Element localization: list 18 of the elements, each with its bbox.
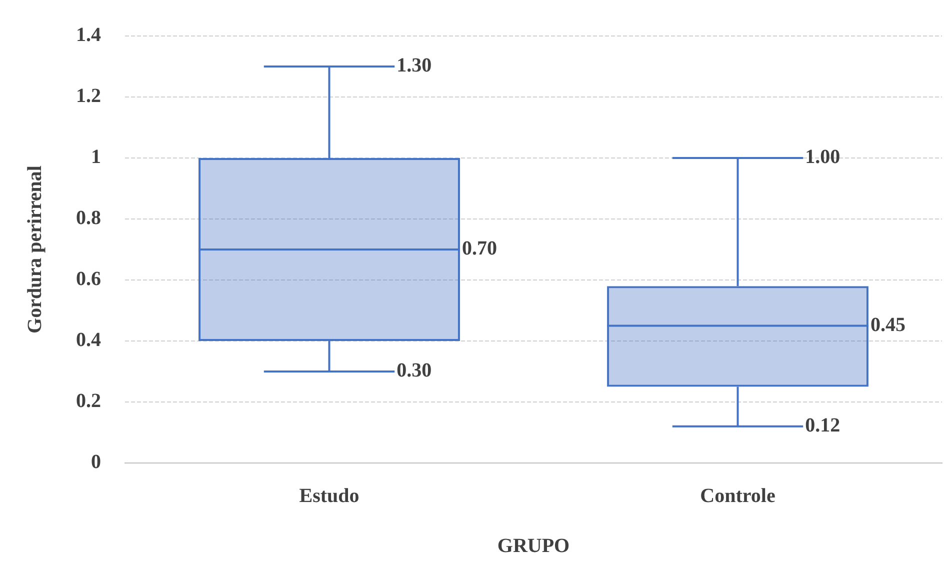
y-axis-title: Gordura perirrenal [24, 165, 46, 334]
y-tick-label: 0.6 [76, 268, 101, 290]
annotation: 1.00 [805, 146, 840, 168]
x-axis-title: GRUPO [497, 535, 570, 558]
annotation: 1.30 [396, 54, 432, 77]
y-tick-label: 0.2 [76, 390, 101, 412]
y-tick-label: 1 [91, 146, 101, 168]
x-tick-label: Estudo [299, 485, 360, 508]
x-tick-label: Controle [700, 485, 776, 508]
annotation: 0.12 [805, 414, 840, 437]
annotation: 0.30 [396, 360, 432, 382]
y-tick-label: 0 [91, 451, 101, 474]
y-tick-label: 0.8 [76, 207, 101, 230]
y-tick-label: 0.4 [76, 329, 101, 352]
annotation: 0.70 [462, 238, 497, 260]
y-tick-label: 1.2 [76, 85, 101, 108]
annotation: 0.45 [870, 314, 906, 336]
y-tick-label: 1.4 [76, 24, 101, 46]
